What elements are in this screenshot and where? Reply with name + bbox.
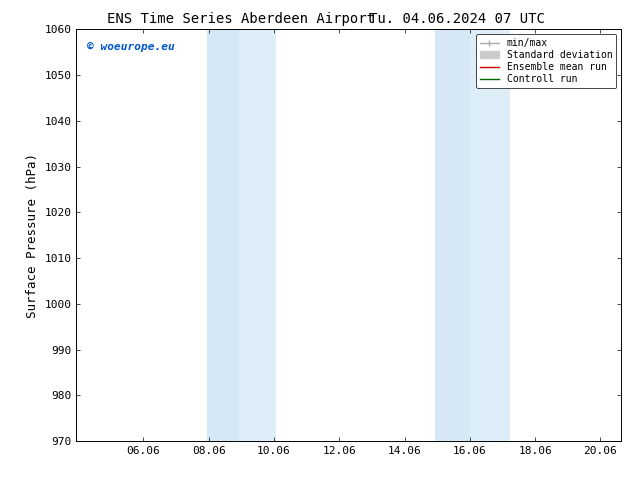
Text: ENS Time Series Aberdeen Airport: ENS Time Series Aberdeen Airport — [107, 12, 375, 26]
Bar — [470, 29, 510, 441]
Bar — [239, 29, 276, 441]
Bar — [435, 29, 470, 441]
Legend: min/max, Standard deviation, Ensemble mean run, Controll run: min/max, Standard deviation, Ensemble me… — [476, 34, 616, 88]
Bar — [207, 29, 239, 441]
Y-axis label: Surface Pressure (hPa): Surface Pressure (hPa) — [25, 153, 39, 318]
Text: Tu. 04.06.2024 07 UTC: Tu. 04.06.2024 07 UTC — [368, 12, 545, 26]
Text: © woeurope.eu: © woeurope.eu — [87, 42, 175, 52]
